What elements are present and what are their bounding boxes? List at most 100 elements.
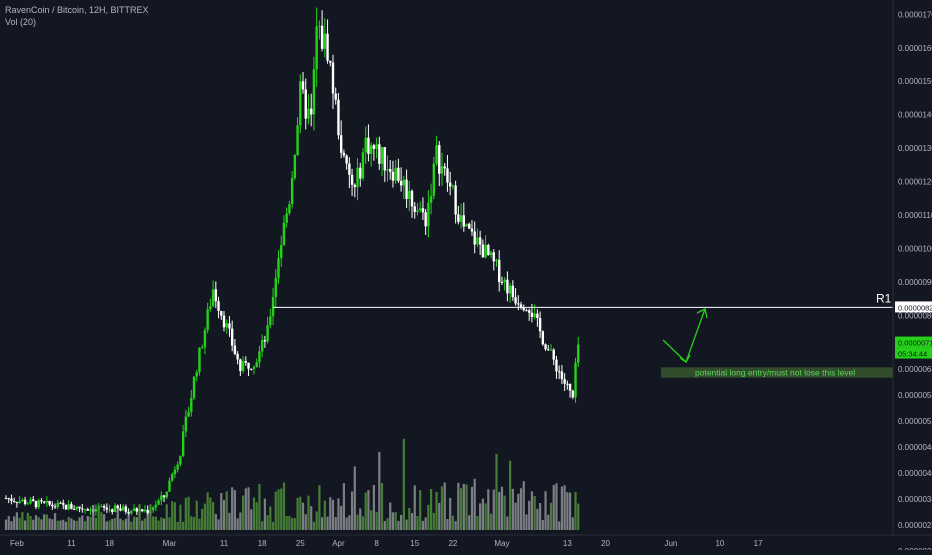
- candle-body: [7, 498, 10, 500]
- volume-bar: [89, 516, 92, 530]
- candle-body: [552, 349, 555, 360]
- candle-body: [176, 464, 179, 470]
- volume-bar: [4, 519, 8, 530]
- candle-body: [81, 508, 84, 510]
- volume-bar: [67, 517, 70, 530]
- volume-bar: [386, 518, 389, 530]
- y-tick-label: 0.00000280: [898, 521, 932, 530]
- volume-bar: [154, 516, 157, 530]
- candle-body: [10, 498, 13, 502]
- x-tick-label: Jun: [664, 539, 677, 548]
- volume-bar: [236, 518, 239, 530]
- y-tick-label: 0.00000400: [898, 469, 932, 478]
- candle-body: [173, 469, 177, 475]
- volume-bar: [168, 517, 171, 530]
- candle-body: [438, 145, 441, 174]
- overlay-layer: R1 potential long entry/must not lose thi…: [273, 291, 932, 378]
- candle-body: [124, 506, 128, 512]
- volume-bar: [479, 503, 482, 530]
- volume-bar: [318, 485, 321, 530]
- candle-body: [443, 166, 446, 169]
- candle-body: [413, 206, 416, 212]
- candle-body: [356, 167, 359, 188]
- x-tick-label: Apr: [332, 539, 345, 548]
- volume-layer: [4, 438, 580, 530]
- candle-body: [37, 500, 40, 508]
- candle-body: [478, 237, 482, 245]
- candle-body: [181, 431, 185, 457]
- volume-bar: [462, 483, 465, 530]
- x-tick-label: 18: [105, 539, 114, 548]
- candle-body: [119, 508, 122, 511]
- candle-body: [446, 168, 449, 183]
- volume-bar: [75, 520, 78, 530]
- last-price-tag-text: 0.00000719: [898, 339, 932, 348]
- volume-bar: [530, 491, 534, 530]
- candle-body: [244, 361, 247, 363]
- last-price-tag: [895, 336, 932, 348]
- volume-bar: [334, 517, 337, 530]
- volume-bar: [184, 497, 187, 530]
- volume-bar: [547, 514, 550, 530]
- candle-body: [544, 344, 547, 350]
- candle-body: [345, 155, 348, 164]
- x-tick-label: 11: [220, 539, 229, 548]
- y-tick-label: 0.00000640: [898, 365, 932, 374]
- x-tick-label: 13: [563, 539, 572, 548]
- candle-body: [334, 93, 337, 100]
- candle-body: [419, 208, 422, 211]
- volume-bar: [21, 512, 24, 530]
- volume-bar: [132, 516, 136, 530]
- volume-bar: [32, 519, 35, 530]
- price-axis: 0.00001700 0.00001600 0.00001500 0.00001400…: [892, 0, 932, 555]
- volume-bar: [348, 515, 351, 530]
- time-axis: Feb 11 18 Mar 11 18 25 Apr 8 15 22 May 13 20 Jun 10 17: [0, 534, 932, 548]
- candle-body: [454, 185, 457, 215]
- candle-body: [307, 108, 310, 119]
- candle-body: [94, 508, 98, 512]
- volume-bar: [94, 517, 98, 530]
- volume-bar: [176, 521, 179, 530]
- volume-bar: [53, 513, 57, 530]
- y-tick-label: 0.00001000: [898, 245, 932, 254]
- y-tick-label: 0.00000800: [898, 311, 932, 320]
- volume-bar: [304, 514, 307, 530]
- volume-bar: [394, 512, 397, 530]
- candle-body: [274, 277, 277, 297]
- candle-body: [563, 379, 566, 384]
- volume-bar: [457, 482, 460, 530]
- y-tick-label: 0.00000340: [898, 495, 932, 504]
- candle-body: [179, 456, 182, 465]
- candle-body: [369, 145, 373, 154]
- candle-body: [519, 304, 523, 308]
- candle-body: [70, 504, 73, 510]
- volume-bar: [342, 483, 345, 530]
- candle-body: [241, 361, 245, 371]
- candle-body: [555, 359, 558, 372]
- volume-bar: [198, 518, 201, 530]
- volume-bar: [7, 516, 10, 530]
- volume-bar: [541, 519, 544, 530]
- volume-bar: [481, 498, 484, 530]
- candle-body: [239, 359, 242, 371]
- candle-body: [508, 285, 512, 294]
- volume-bar: [489, 513, 493, 530]
- volume-bar: [419, 489, 422, 530]
- candle-body: [533, 313, 536, 317]
- volume-bar: [416, 516, 419, 530]
- candle-body: [282, 222, 286, 246]
- candle-body: [271, 296, 275, 317]
- candle-body: [323, 33, 327, 49]
- volume-bar: [271, 521, 275, 530]
- candle-body: [331, 62, 335, 94]
- volume-bar: [514, 502, 517, 530]
- volume-bar: [179, 504, 182, 530]
- candle-body: [522, 307, 525, 311]
- candle-body: [42, 501, 46, 503]
- volume-bar: [130, 521, 133, 530]
- candle-body: [364, 137, 367, 153]
- volume-bar: [29, 515, 32, 530]
- volume-bar: [310, 506, 313, 530]
